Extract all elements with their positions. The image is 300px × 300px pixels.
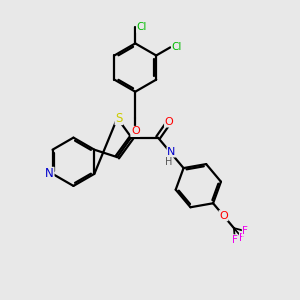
Text: N: N	[167, 147, 176, 157]
Text: S: S	[115, 112, 122, 124]
Text: F: F	[232, 235, 238, 245]
Text: O: O	[219, 211, 228, 221]
Text: Cl: Cl	[172, 42, 182, 52]
Text: O: O	[165, 117, 173, 127]
Text: F: F	[239, 233, 245, 243]
Text: Cl: Cl	[136, 22, 147, 32]
Text: O: O	[131, 126, 140, 136]
Text: H: H	[165, 157, 172, 167]
Text: N: N	[45, 167, 54, 180]
Text: F: F	[242, 226, 248, 236]
